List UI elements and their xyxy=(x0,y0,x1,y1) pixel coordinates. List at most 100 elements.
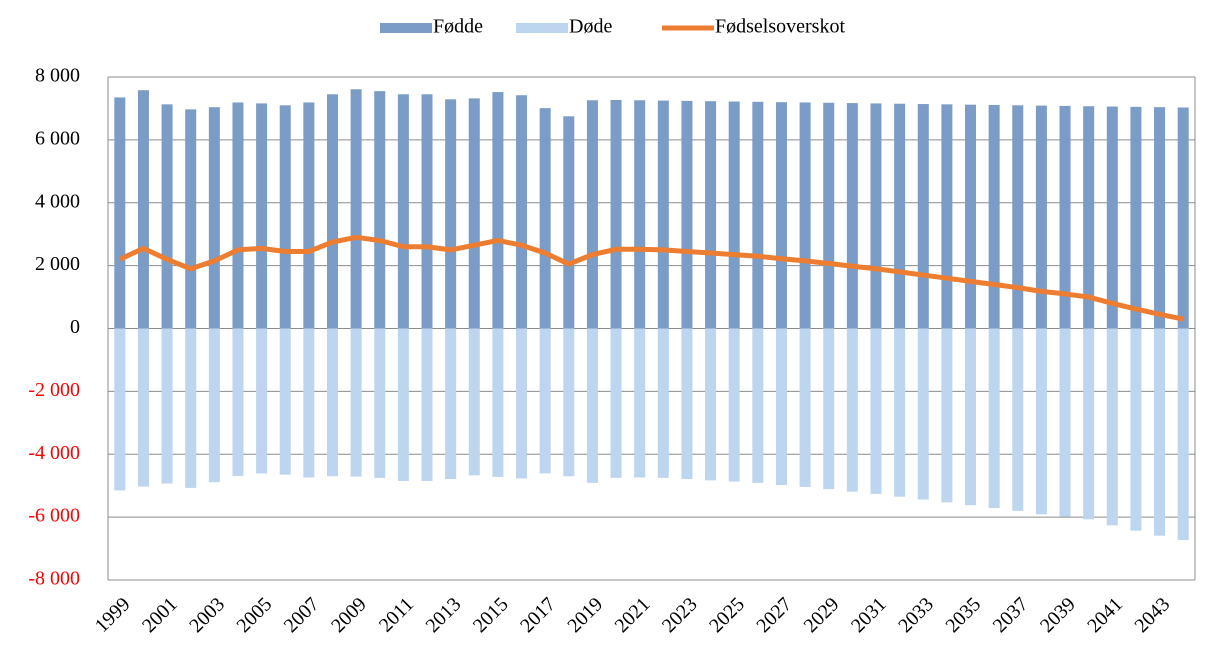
bar xyxy=(634,100,646,329)
bar xyxy=(468,328,480,476)
legend-label: Fødselsoverskot xyxy=(715,16,845,38)
bar xyxy=(492,328,504,477)
bar xyxy=(941,104,953,329)
y-tick-label: 2 000 xyxy=(35,253,80,275)
bar xyxy=(374,91,386,329)
bar xyxy=(775,102,787,329)
y-tick-label: 4 000 xyxy=(35,190,80,212)
bar xyxy=(1130,328,1142,531)
x-tick-label: 2003 xyxy=(185,593,229,637)
bar xyxy=(752,328,764,483)
x-tick-label: 2023 xyxy=(658,593,702,637)
line xyxy=(118,234,1184,322)
bar xyxy=(634,328,646,478)
bar xyxy=(114,328,126,491)
y-tick-label: -4 000 xyxy=(28,442,80,464)
x-tick-label: 2007 xyxy=(280,593,324,637)
legend-label: Døde xyxy=(569,16,612,38)
bar xyxy=(988,328,1000,509)
bar xyxy=(799,328,811,487)
bar xyxy=(1059,328,1071,517)
x-tick-label: 2013 xyxy=(422,593,466,637)
bar xyxy=(421,94,433,329)
bar xyxy=(185,328,197,488)
x-tick-label: 2035 xyxy=(941,593,985,637)
bar xyxy=(516,95,528,329)
bar xyxy=(468,98,480,329)
bar xyxy=(1106,106,1118,329)
bar xyxy=(1177,328,1189,541)
y-tick-label: 6 000 xyxy=(35,127,80,149)
bar xyxy=(965,328,977,506)
x-tick-label: 2029 xyxy=(800,593,844,637)
x-tick-label: 2039 xyxy=(1036,593,1080,637)
bar xyxy=(610,328,622,478)
bar xyxy=(775,328,787,486)
bar xyxy=(137,328,149,487)
bar xyxy=(445,99,457,329)
bar xyxy=(1154,107,1166,329)
bar xyxy=(185,109,197,329)
x-tick-label: 2019 xyxy=(563,593,607,637)
bar xyxy=(539,328,551,474)
x-tick-label: 2027 xyxy=(752,593,796,637)
y-tick-label: -6 000 xyxy=(28,505,80,527)
bar xyxy=(326,94,338,329)
bar xyxy=(279,328,291,475)
bar xyxy=(799,102,811,329)
x-tick-label: 2005 xyxy=(233,593,277,637)
bar xyxy=(657,328,669,478)
bar xyxy=(728,328,740,482)
x-tick-label: 2031 xyxy=(847,593,891,637)
bar xyxy=(917,104,929,329)
bar xyxy=(586,100,598,329)
bar xyxy=(563,116,575,329)
bar xyxy=(1059,105,1071,329)
bar xyxy=(705,101,717,329)
bar xyxy=(846,103,858,329)
bar xyxy=(823,102,835,329)
bar xyxy=(705,328,717,481)
x-tick-label: 2037 xyxy=(989,593,1033,637)
bar xyxy=(1130,106,1142,329)
x-tick-label: 1999 xyxy=(91,593,135,637)
bar xyxy=(350,328,362,477)
y-tick-label: 0 xyxy=(70,316,80,338)
x-tick-label: 2043 xyxy=(1130,593,1174,637)
x-tick-label: 2017 xyxy=(516,593,560,637)
x-tick-label: 2021 xyxy=(611,593,655,637)
bar xyxy=(161,104,173,329)
x-tick-label: 2015 xyxy=(469,593,513,637)
legend-swatch xyxy=(516,23,568,33)
bar xyxy=(421,328,433,481)
x-tick-label: 2001 xyxy=(138,593,182,637)
bar xyxy=(1035,328,1047,515)
bar xyxy=(256,328,268,474)
bar xyxy=(114,97,126,329)
x-tick-label: 2033 xyxy=(894,593,938,637)
y-tick-label: 8 000 xyxy=(35,65,80,87)
bar xyxy=(681,100,693,329)
bar xyxy=(894,328,906,497)
bar xyxy=(941,328,953,503)
bar xyxy=(232,328,244,476)
bar xyxy=(445,328,457,480)
bar xyxy=(1083,106,1095,329)
bar xyxy=(894,103,906,329)
bar xyxy=(208,328,220,483)
bar xyxy=(539,108,551,329)
bar xyxy=(492,92,504,329)
bar xyxy=(681,328,693,480)
bar xyxy=(1012,328,1024,511)
bar xyxy=(610,99,622,329)
x-tick-label: 2011 xyxy=(375,593,418,636)
bar xyxy=(586,328,598,483)
bar xyxy=(870,103,882,329)
bar xyxy=(563,328,575,477)
bar xyxy=(279,105,291,329)
bar xyxy=(752,101,764,329)
bar xyxy=(1083,328,1095,520)
bar xyxy=(256,103,268,329)
bar xyxy=(823,328,835,490)
